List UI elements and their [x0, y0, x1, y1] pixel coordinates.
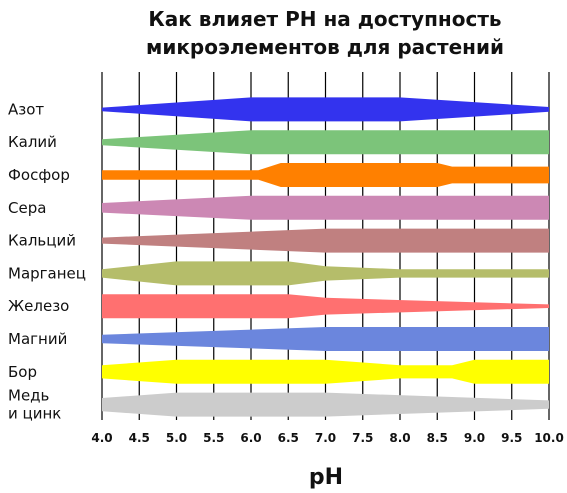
band-1	[102, 97, 549, 122]
band-5	[102, 228, 549, 253]
x-tick-label: 8.0	[389, 431, 410, 445]
band-6	[102, 261, 549, 286]
band-10	[102, 392, 549, 417]
x-axis-label: pH	[309, 465, 343, 490]
chart-title-line-2: микроэлементов для растений	[146, 35, 504, 59]
row-label: Фосфор	[8, 166, 70, 184]
band-9	[102, 359, 549, 384]
band-2	[102, 130, 549, 155]
row-label: Бор	[8, 363, 37, 381]
x-tick-label: 5.0	[166, 431, 187, 445]
x-tick-label: 6.5	[278, 431, 299, 445]
row-label: Марганец	[8, 264, 86, 282]
x-tick-label: 4.0	[91, 431, 112, 445]
x-tick-labels: 4.0 4.5 5.0 5.5 6.0 6.5 7.0 7.5 8.0 8.5 9.0 9.5 10.0	[91, 431, 563, 445]
x-tick-label: 10.0	[534, 431, 564, 445]
x-tick-label: 9.0	[464, 431, 485, 445]
row-label: Железо	[8, 297, 69, 315]
band-4	[102, 195, 549, 220]
x-tick-label: 6.0	[240, 431, 261, 445]
row-label: Магний	[8, 330, 67, 348]
row-label: Сера	[8, 199, 46, 217]
band-8	[102, 327, 549, 351]
x-tick-label: 5.5	[203, 431, 224, 445]
x-tick-label: 9.5	[501, 431, 522, 445]
row-label: Кальций	[8, 232, 76, 250]
band-3	[102, 163, 549, 187]
row-label: Медь и цинк	[8, 387, 61, 423]
bands	[102, 97, 549, 417]
chart-title-line-1: Как влияет PH на доступность	[148, 7, 501, 31]
row-label: Калий	[8, 133, 57, 151]
x-tick-label: 4.5	[129, 431, 150, 445]
x-tick-label: 8.5	[427, 431, 448, 445]
row-label: Азот	[8, 100, 44, 118]
band-7	[102, 294, 549, 319]
x-tick-label: 7.0	[315, 431, 336, 445]
x-tick-label: 7.5	[352, 431, 373, 445]
row-labels: Азот Калий Фосфор Сера Кальций Марганец Железо…	[8, 100, 86, 422]
